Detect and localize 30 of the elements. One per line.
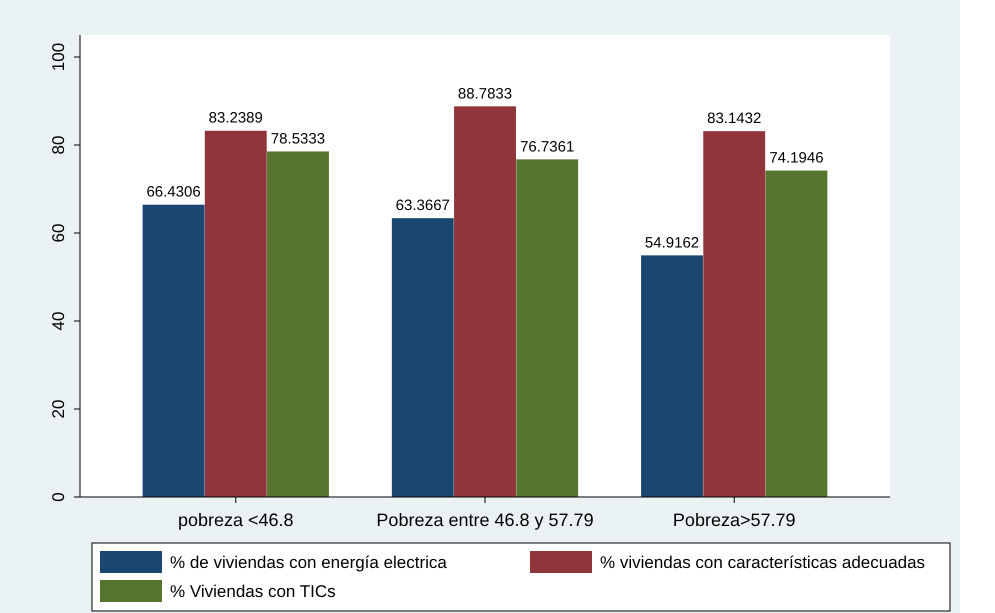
data-label: 54.9162 [644,234,700,252]
data-label: 76.7361 [520,138,574,156]
y-tick-label: 0 [49,492,68,502]
y-tick-label: 60 [49,224,68,242]
bar [392,218,454,497]
x-tick-label: Pobreza>57.79 [672,510,796,530]
data-label: 66.4306 [146,184,201,201]
data-label: 63.3667 [396,197,450,214]
bar [454,106,516,497]
bar [142,204,205,497]
bar [267,151,329,497]
bar [765,170,828,497]
legend-label: % Viviendas con TICs [170,582,336,601]
legend-label: % viviendas con características adecuadas [600,553,926,572]
bar [641,255,703,497]
y-tick-label: 100 [49,42,68,72]
data-label: 78.5333 [270,130,326,148]
data-label: 83.2389 [208,110,263,127]
bar [516,159,578,497]
legend-label: % de viviendas con energía electrica [170,553,448,572]
y-tick-label: 40 [49,312,68,330]
data-label: 83.1432 [707,110,762,128]
x-tick-label: Pobreza entre 46.8 y 57.79 [376,510,594,530]
bar [204,130,267,497]
x-tick-label: pobreza <46.8 [178,510,294,530]
y-tick-label: 80 [49,136,68,154]
bar [703,131,766,497]
data-label: 74.1946 [769,150,824,167]
data-label: 88.7833 [458,85,512,102]
y-tick-label: 20 [49,400,68,418]
